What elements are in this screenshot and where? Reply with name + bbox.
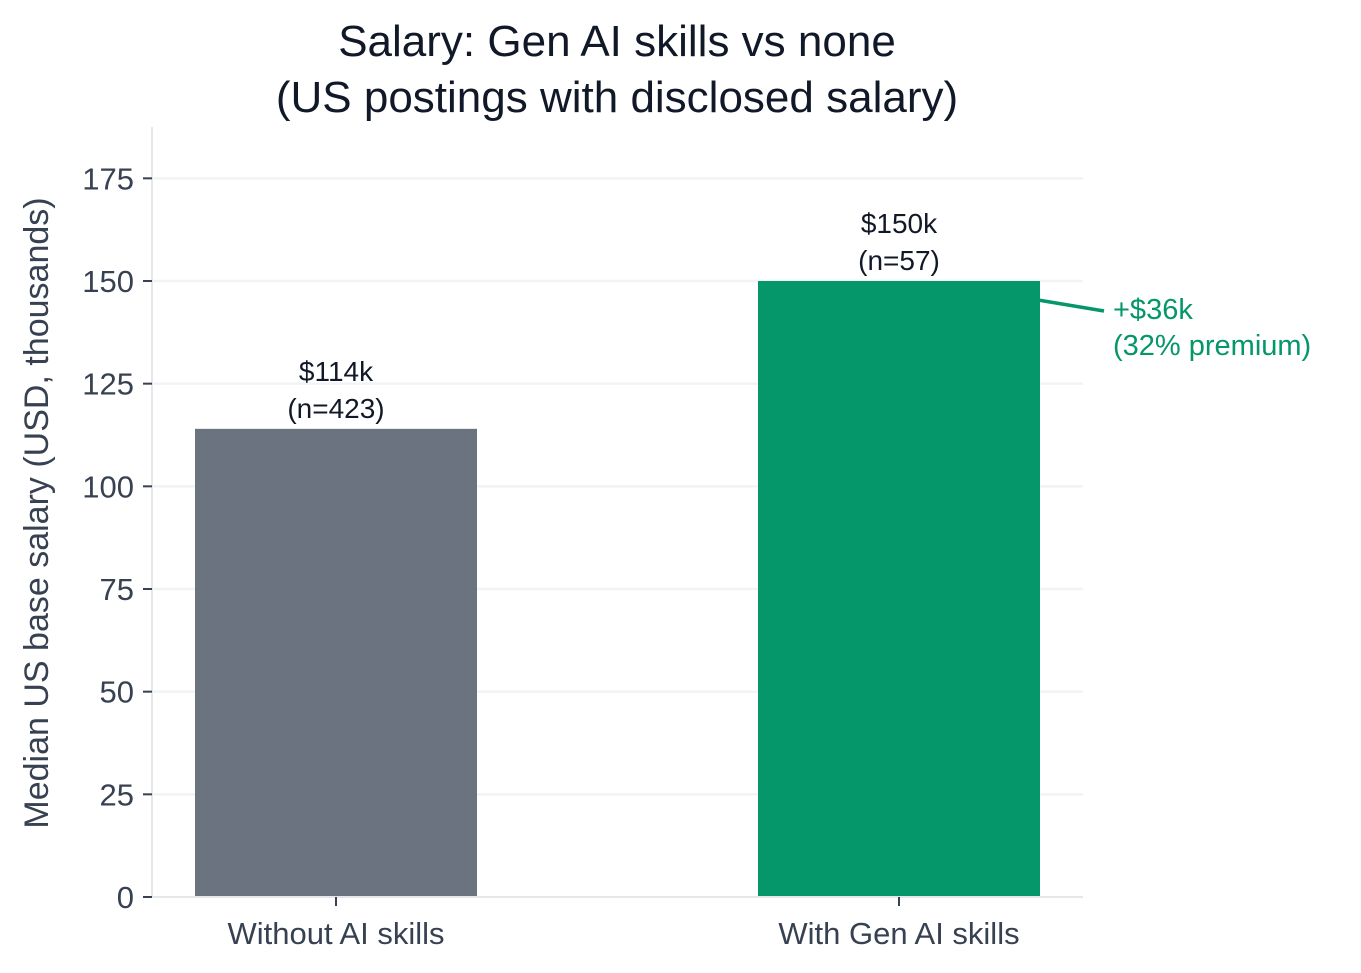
y-tick-label-175: 175 (82, 161, 134, 196)
y-ticks: 0 25 50 75 100 125 150 175 (82, 161, 152, 915)
x-tick-label-0: Without AI skills (227, 916, 444, 951)
annotation-line-1: +$36k (1113, 294, 1193, 326)
bar-0 (195, 428, 477, 897)
x-tick-label-1: With Gen AI skills (778, 916, 1019, 951)
bars (195, 281, 1040, 897)
y-tick-label-75: 75 (100, 572, 134, 607)
chart-title-line-1: Salary: Gen AI skills vs none (338, 17, 896, 66)
annotation-arrow (1037, 298, 1105, 313)
x-ticks: Without AI skills With Gen AI skills (227, 897, 1020, 951)
bar-1 (758, 281, 1040, 897)
bar-value-label-0: $114k (299, 356, 374, 387)
premium-annotation: +$36k (32% premium) (1037, 294, 1311, 362)
bar-value-label-1: $150k (861, 208, 938, 239)
y-tick-label-25: 25 (100, 777, 134, 812)
y-tick-label-100: 100 (82, 469, 134, 504)
annotation-line-2: (32% premium) (1113, 330, 1311, 362)
y-tick-label-150: 150 (82, 264, 134, 299)
bar-count-label-0: (n=423) (287, 393, 384, 424)
bar-count-label-1: (n=57) (858, 245, 940, 276)
y-axis-label: Median US base salary (USD, thousands) (18, 197, 56, 828)
bar-value-labels: $114k (n=423) $150k (n=57) (287, 208, 940, 424)
y-tick-label-50: 50 (100, 675, 134, 710)
chart-title-line-2: (US postings with disclosed salary) (276, 73, 958, 122)
y-tick-label-125: 125 (82, 367, 134, 402)
y-tick-label-0: 0 (117, 880, 134, 915)
